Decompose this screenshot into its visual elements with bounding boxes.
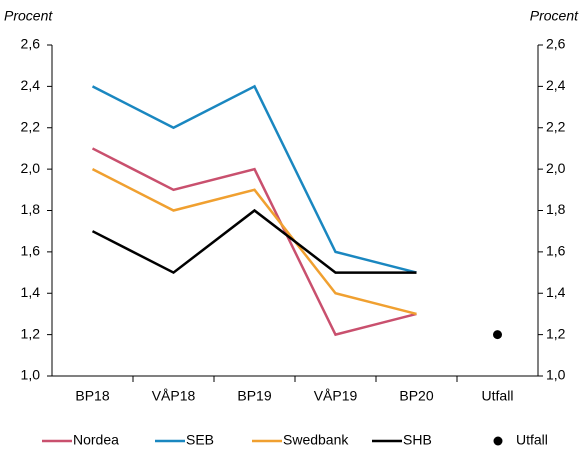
y-tick-label: 2,2 — [21, 118, 41, 134]
y-tick-label: 1,6 — [21, 243, 41, 259]
y-axis-label: Procent — [4, 8, 53, 24]
series-line — [91, 168, 417, 316]
legend-label: Nordea — [73, 432, 119, 448]
y2-tick-label: 2,4 — [546, 77, 566, 93]
series-line — [91, 147, 417, 337]
y2-tick-label: 2,6 — [546, 36, 566, 52]
y-tick-label: 2,4 — [21, 77, 41, 93]
y2-tick-label: 2,2 — [546, 118, 566, 134]
series-line — [91, 208, 417, 275]
x-tick-label: Utfall — [482, 388, 514, 404]
legend-label: SHB — [403, 432, 432, 448]
legend-label: Swedbank — [283, 432, 349, 448]
y2-tick-label: 1,2 — [546, 325, 566, 341]
x-tick-label: BP18 — [75, 388, 109, 404]
series-dot — [493, 330, 502, 340]
y-tick-label: 1,4 — [21, 284, 41, 300]
x-tick-label: VÅP19 — [314, 388, 358, 404]
y2-tick-label: 1,6 — [546, 243, 566, 259]
y2-axis-label: Procent — [530, 8, 579, 24]
y-tick-label: 1,2 — [21, 325, 41, 341]
x-tick-label: BP19 — [237, 388, 271, 404]
legend-marker — [493, 436, 503, 446]
y2-tick-label: 1,0 — [546, 367, 566, 383]
legend-label: Utfall — [516, 432, 548, 448]
y2-tick-label: 2,0 — [546, 160, 566, 176]
series-line — [91, 84, 417, 274]
y-tick-label: 1,8 — [21, 201, 41, 217]
y-tick-label: 1,0 — [21, 367, 41, 383]
x-tick-label: VÅP18 — [152, 388, 196, 404]
y-tick-label: 2,0 — [21, 160, 41, 176]
y2-tick-label: 1,8 — [546, 201, 566, 217]
x-tick-label: BP20 — [399, 388, 433, 404]
y-tick-label: 2,6 — [21, 36, 41, 52]
y2-tick-label: 1,4 — [546, 284, 566, 300]
legend-label: SEB — [186, 432, 214, 448]
